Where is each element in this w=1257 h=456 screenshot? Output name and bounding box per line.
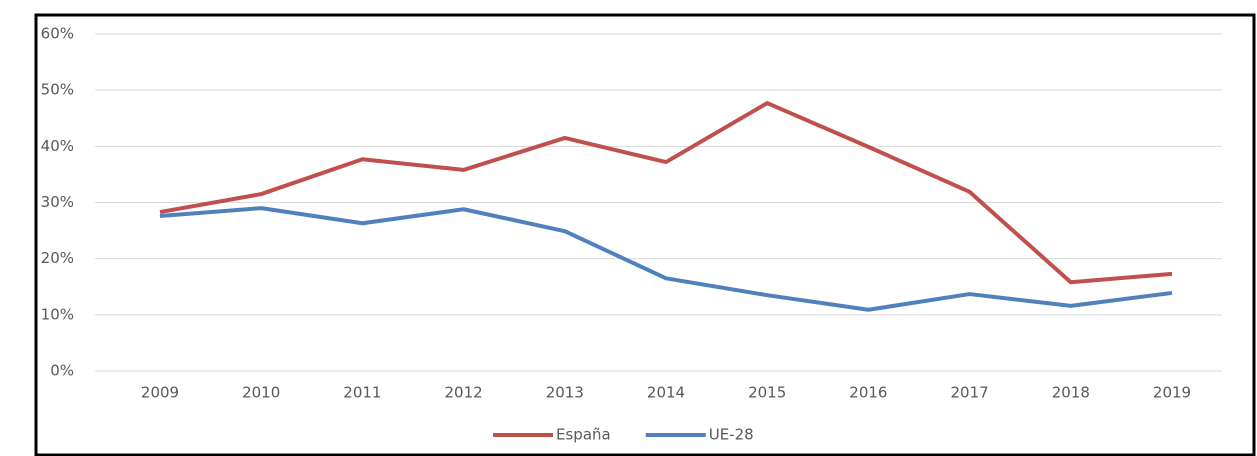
x-tick-label: 2017 [951,384,989,402]
y-tick-label: 50% [41,81,74,99]
y-tick-label: 30% [41,193,74,211]
y-tick-label: 0% [50,362,74,380]
y-tick-label: 20% [41,249,74,267]
data-line [159,206,1173,312]
x-tick-label: 2011 [343,384,381,402]
x-tick-label: 2012 [445,384,483,402]
y-tick-label: 60% [41,25,74,43]
x-tick-label: 2010 [242,384,280,402]
x-tick-label: 2009 [141,384,179,402]
y-tick-label: 10% [41,305,74,323]
x-tick-label: 2015 [748,384,786,402]
x-tick-label: 2019 [1153,384,1191,402]
x-tick-label: 2016 [849,384,887,402]
x-tick-label: 2013 [546,384,584,402]
legend-label: UE-28 [709,426,754,444]
x-tick-label: 2018 [1052,384,1090,402]
x-tick-label: 2014 [647,384,685,402]
legend-label: España [556,426,611,444]
y-tick-label: 40% [41,137,74,155]
data-line [159,101,1173,285]
chart-frame [34,13,1256,456]
